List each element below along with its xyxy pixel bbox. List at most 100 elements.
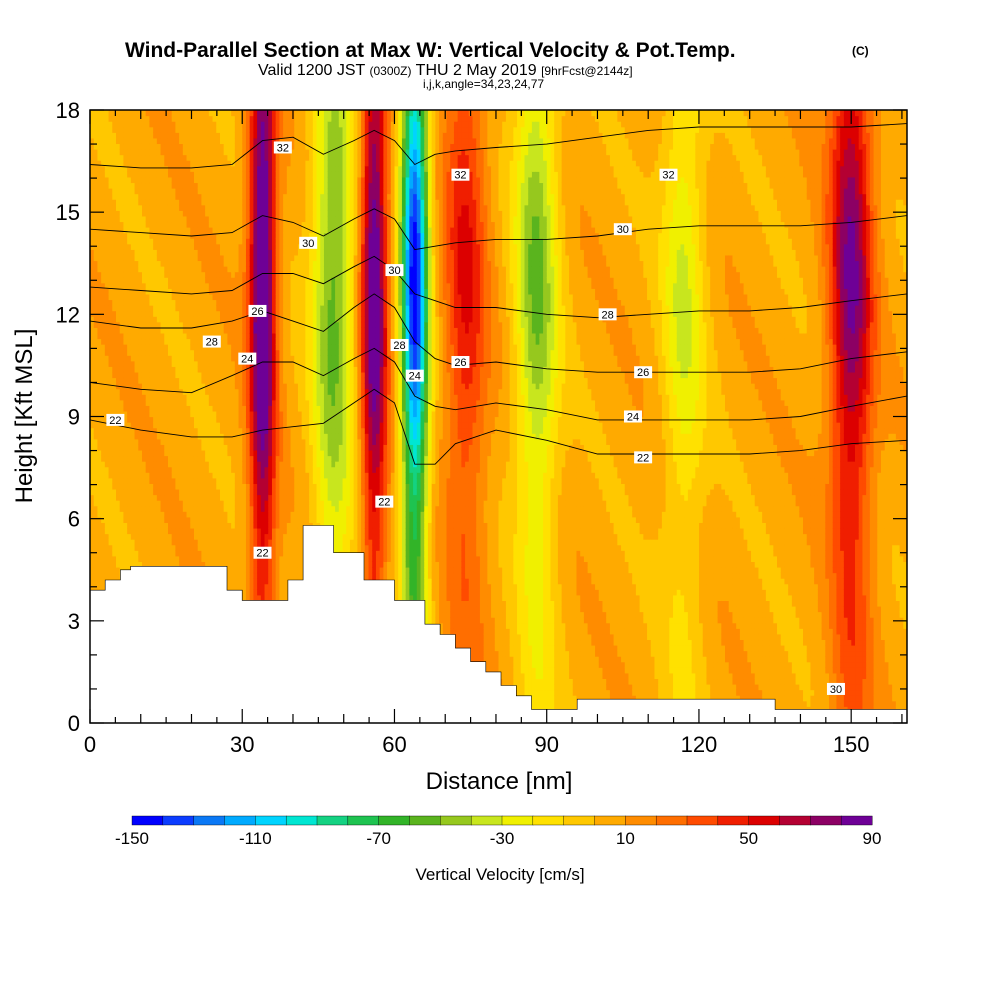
- velocity-cell: [208, 271, 214, 278]
- velocity-cell: [108, 572, 113, 579]
- velocity-cell: [253, 176, 258, 184]
- velocity-cell: [175, 327, 180, 334]
- velocity-cell: [167, 405, 173, 412]
- velocity-cell: [130, 310, 136, 317]
- velocity-cell: [212, 555, 217, 562]
- velocity-cell: [119, 221, 125, 228]
- velocity-cell: [127, 366, 132, 373]
- velocity-cell: [245, 266, 251, 273]
- velocity-cell: [116, 522, 121, 529]
- velocity-cell: [219, 371, 225, 379]
- velocity-cell: [101, 527, 106, 535]
- velocity-cell: [242, 154, 247, 161]
- velocity-cell: [123, 416, 128, 423]
- velocity-cell: [175, 366, 180, 373]
- velocity-cell: [245, 527, 251, 535]
- velocity-cell: [145, 511, 151, 518]
- velocity-cell: [138, 433, 143, 440]
- velocity-cell: [90, 121, 95, 128]
- velocity-cell: [231, 416, 236, 423]
- velocity-cell: [167, 321, 173, 328]
- velocity-cell: [182, 505, 188, 512]
- velocity-cell: [245, 232, 251, 239]
- velocity-cell: [253, 427, 258, 434]
- velocity-cell: [190, 533, 195, 540]
- velocity-cell: [201, 455, 206, 462]
- velocity-cell: [231, 232, 236, 239]
- velocity-cell: [216, 472, 221, 479]
- velocity-cell: [90, 410, 95, 418]
- velocity-cell: [216, 199, 221, 206]
- velocity-cell: [175, 110, 180, 117]
- velocity-cell: [234, 121, 240, 128]
- velocity-cell: [156, 522, 162, 529]
- velocity-cell: [186, 176, 191, 184]
- velocity-cell: [219, 132, 225, 139]
- velocity-cell: [160, 399, 165, 406]
- velocity-cell: [156, 416, 162, 423]
- velocity-cell: [119, 176, 125, 184]
- velocity-cell: [145, 227, 151, 234]
- velocity-cell: [160, 405, 165, 412]
- velocity-cell: [197, 561, 203, 568]
- velocity-cell: [156, 539, 162, 546]
- velocity-cell: [242, 427, 247, 434]
- velocity-cell: [138, 254, 143, 262]
- velocity-cell: [130, 539, 136, 546]
- velocity-cell: [145, 500, 151, 507]
- velocity-cell: [108, 132, 113, 139]
- velocity-cell: [149, 165, 154, 172]
- velocity-cell: [160, 394, 165, 401]
- velocity-cell: [238, 327, 243, 334]
- velocity-cell: [123, 449, 128, 457]
- velocity-cell: [201, 371, 206, 379]
- velocity-cell: [231, 522, 236, 529]
- velocity-cell: [212, 371, 217, 379]
- velocity-cell: [171, 316, 177, 323]
- velocity-cell: [171, 338, 177, 345]
- velocity-cell: [108, 566, 113, 574]
- velocity-cell: [227, 377, 232, 384]
- velocity-cell: [167, 165, 173, 172]
- velocity-cell: [208, 221, 214, 228]
- velocity-cell: [182, 288, 188, 295]
- velocity-cell: [186, 266, 191, 273]
- velocity-cell: [219, 165, 225, 172]
- velocity-cell: [90, 511, 95, 518]
- velocity-cell: [149, 438, 154, 445]
- velocity-cell: [164, 126, 169, 133]
- velocity-cell: [182, 377, 188, 384]
- velocity-cell: [90, 522, 95, 529]
- velocity-cell: [197, 165, 203, 172]
- velocity-cell: [141, 271, 147, 278]
- velocity-cell: [160, 416, 165, 423]
- velocity-cell: [127, 182, 132, 189]
- velocity-cell: [212, 360, 217, 367]
- velocity-cell: [97, 266, 102, 273]
- velocity-cell: [101, 371, 106, 379]
- velocity-cell: [127, 266, 132, 273]
- velocity-cell: [227, 165, 232, 172]
- velocity-cell: [90, 316, 95, 323]
- velocity-cell: [145, 405, 151, 412]
- velocity-cell: [97, 199, 102, 206]
- velocity-cell: [108, 461, 113, 468]
- velocity-cell: [138, 377, 143, 384]
- velocity-cell: [231, 533, 236, 540]
- velocity-cell: [127, 204, 132, 211]
- velocity-cell: [212, 383, 217, 390]
- velocity-cell: [134, 433, 139, 440]
- velocity-cell: [249, 383, 254, 390]
- velocity-cell: [130, 249, 136, 256]
- velocity-cell: [253, 293, 258, 301]
- velocity-cell: [249, 483, 254, 490]
- velocity-cell: [104, 533, 110, 540]
- velocity-cell: [138, 221, 143, 228]
- velocity-cell: [134, 394, 139, 401]
- velocity-cell: [101, 383, 106, 390]
- velocity-cell: [249, 550, 254, 557]
- velocity-cell: [167, 316, 173, 323]
- velocity-cell: [216, 299, 221, 306]
- velocity-cell: [201, 238, 206, 245]
- velocity-cell: [134, 327, 139, 334]
